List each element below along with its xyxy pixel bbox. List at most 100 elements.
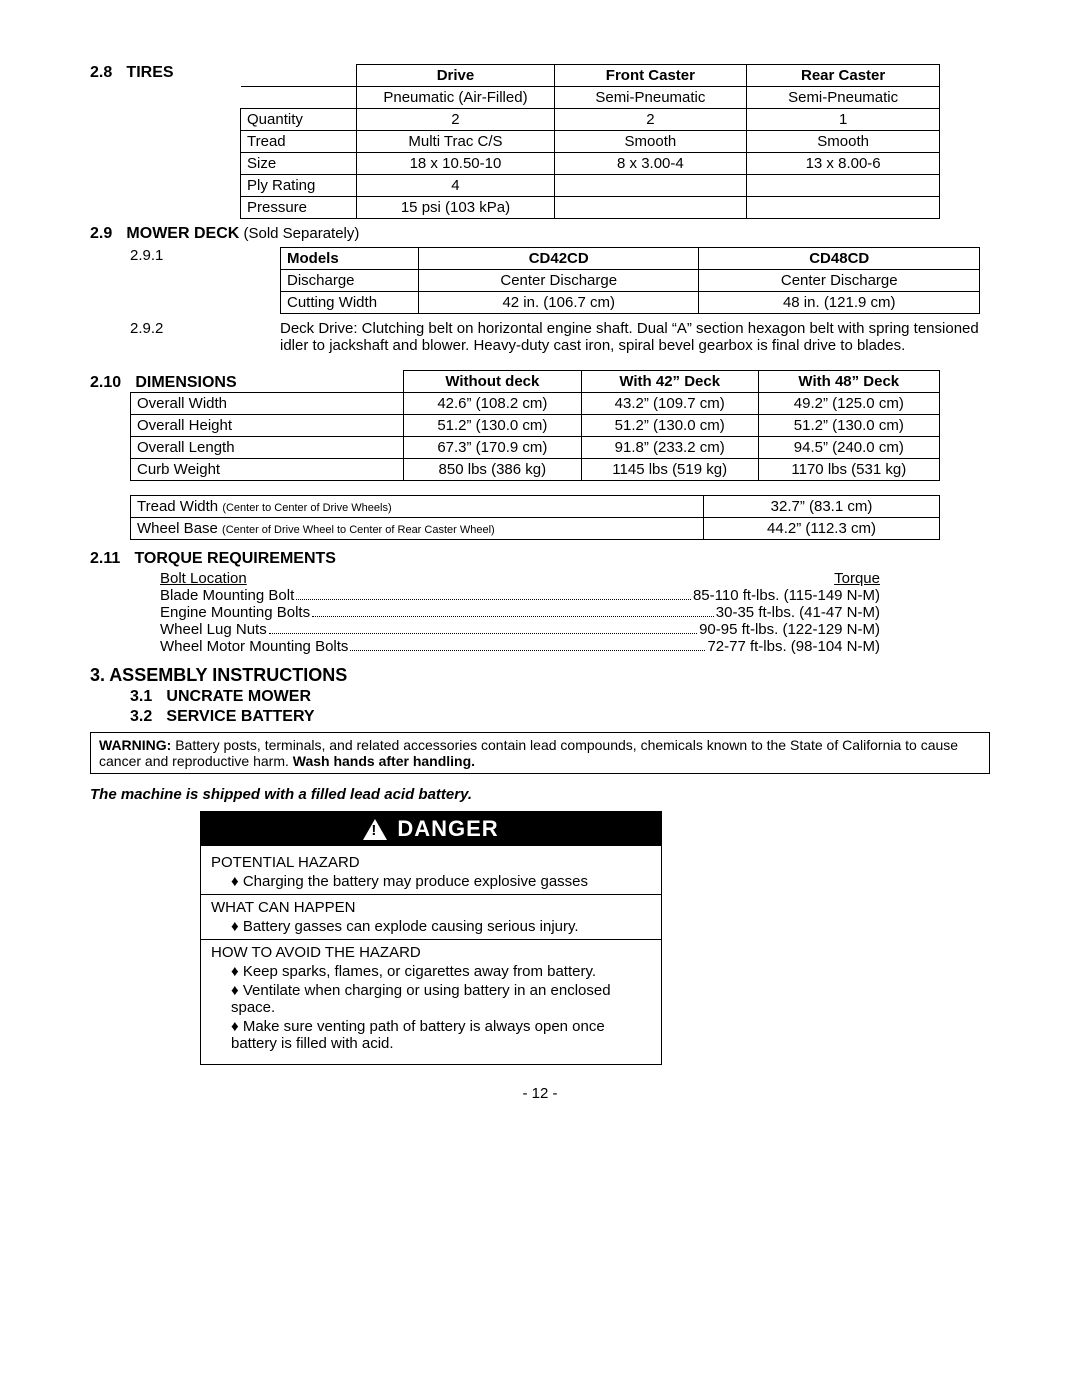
table-cell: 51.2” (130.0 cm) bbox=[581, 415, 758, 437]
danger-heading: WHAT CAN HAPPEN bbox=[211, 899, 651, 916]
table-cell: 1170 lbs (531 kg) bbox=[758, 459, 939, 481]
torque-value: 90-95 ft-lbs. (122-129 N-M) bbox=[699, 621, 880, 638]
tires-type-0 bbox=[241, 87, 357, 109]
danger-heading: HOW TO AVOID THE HAZARD bbox=[211, 944, 651, 961]
section-uncrate: 3.1 UNCRATE MOWER bbox=[130, 688, 990, 706]
torque-value: 30-35 ft-lbs. (41-47 N-M) bbox=[716, 604, 880, 621]
table-cell: 2 bbox=[554, 109, 747, 131]
table-cell: 42 in. (106.7 cm) bbox=[418, 292, 699, 314]
tires-type-2: Semi-Pneumatic bbox=[554, 87, 747, 109]
table-cell: 44.2” (112.3 cm) bbox=[704, 518, 940, 540]
danger-item: Battery gasses can explode causing serio… bbox=[231, 918, 651, 935]
torque-row: Wheel Motor Mounting Bolts72-77 ft-lbs. … bbox=[160, 638, 880, 655]
table-cell: Ply Rating bbox=[241, 175, 357, 197]
table-cell: 67.3” (170.9 cm) bbox=[403, 437, 581, 459]
danger-item: Keep sparks, flames, or cigarettes away … bbox=[231, 963, 651, 980]
dim-h3: With 48” Deck bbox=[758, 371, 939, 393]
mower-table: Models CD42CD CD48CD DischargeCenter Dis… bbox=[280, 247, 980, 314]
table-cell bbox=[747, 197, 940, 219]
torque-label: Engine Mounting Bolts bbox=[160, 604, 310, 621]
danger-title: DANGER bbox=[397, 816, 498, 842]
table-cell: Tread Width (Center to Center of Drive W… bbox=[131, 496, 704, 518]
danger-list: Keep sparks, flames, or cigarettes away … bbox=[231, 963, 651, 1052]
danger-separator bbox=[201, 939, 661, 940]
deck-drive-text: Deck Drive: Clutching belt on horizontal… bbox=[280, 320, 990, 354]
table-cell: 48 in. (121.9 cm) bbox=[699, 292, 980, 314]
deck-drive-row: 2.9.2 Deck Drive: Clutching belt on hori… bbox=[90, 320, 990, 354]
table-cell: Pressure bbox=[241, 197, 357, 219]
sec-num-service: 3.2 bbox=[130, 708, 152, 726]
warning-triangle-icon: ! bbox=[363, 819, 387, 840]
sec-num-mower: 2.9 bbox=[90, 225, 112, 243]
table-cell: Wheel Base (Center of Drive Wheel to Cen… bbox=[131, 518, 704, 540]
table-cell: 43.2” (109.7 cm) bbox=[581, 393, 758, 415]
ship-note: The machine is shipped with a filled lea… bbox=[90, 786, 990, 803]
torque-row: Blade Mounting Bolt 85-110 ft-lbs. (115-1… bbox=[160, 587, 880, 604]
sec-title-mower: MOWER DECK bbox=[126, 225, 239, 242]
mower-h2: CD48CD bbox=[699, 248, 980, 270]
sec-num-assembly: 3. bbox=[90, 665, 105, 685]
table-cell: 1145 lbs (519 kg) bbox=[581, 459, 758, 481]
section-mower-deck: 2.9 MOWER DECK (Sold Separately) bbox=[90, 225, 990, 243]
table-cell: 49.2” (125.0 cm) bbox=[758, 393, 939, 415]
sec-num-dim: 2.10 bbox=[90, 374, 121, 392]
warning-bold1: WARNING: bbox=[99, 737, 171, 753]
table-cell: Center Discharge bbox=[418, 270, 699, 292]
table-cell: Discharge bbox=[281, 270, 419, 292]
tires-type-3: Semi-Pneumatic bbox=[747, 87, 940, 109]
table-cell: Cutting Width bbox=[281, 292, 419, 314]
sec-num-tires: 2.8 bbox=[90, 64, 112, 82]
table-cell: Tread bbox=[241, 131, 357, 153]
sec-title-tires: TIRES bbox=[126, 64, 173, 81]
torque-row: Wheel Lug Nuts 90-95 ft-lbs. (122-129 N-M… bbox=[160, 621, 880, 638]
danger-separator bbox=[201, 894, 661, 895]
danger-box: ! DANGER POTENTIAL HAZARDCharging the ba… bbox=[200, 811, 662, 1065]
danger-heading: POTENTIAL HAZARD bbox=[211, 854, 651, 871]
danger-item: Ventilate when charging or using battery… bbox=[231, 982, 651, 1016]
table-cell: Center Discharge bbox=[699, 270, 980, 292]
warning-bold2: Wash hands after handling. bbox=[293, 753, 475, 769]
warning-text: Battery posts, terminals, and related ac… bbox=[99, 737, 958, 769]
sec-title-assembly: ASSEMBLY INSTRUCTIONS bbox=[109, 665, 347, 685]
table-cell: Multi Trac C/S bbox=[357, 131, 554, 153]
table-cell bbox=[554, 197, 747, 219]
table-cell: 2 bbox=[357, 109, 554, 131]
tires-h0 bbox=[241, 65, 357, 87]
dimensions-table-2: Tread Width (Center to Center of Drive W… bbox=[130, 495, 940, 540]
table-cell: Smooth bbox=[554, 131, 747, 153]
table-cell: Smooth bbox=[747, 131, 940, 153]
table-cell bbox=[554, 175, 747, 197]
mower-h0: Models bbox=[281, 248, 419, 270]
table-cell: Curb Weight bbox=[131, 459, 404, 481]
mower-h1: CD42CD bbox=[418, 248, 699, 270]
torque-label: Wheel Motor Mounting Bolts bbox=[160, 638, 348, 655]
torque-value: 85-110 ft-lbs. (115-149 N-M) bbox=[693, 587, 880, 604]
mower-sub1-num: 2.9.1 bbox=[90, 247, 280, 264]
sec-num-uncrate: 3.1 bbox=[130, 688, 152, 706]
sec-num-torque: 2.11 bbox=[90, 550, 120, 568]
torque-label: Blade Mounting Bolt bbox=[160, 587, 294, 604]
table-cell: 32.7” (83.1 cm) bbox=[704, 496, 940, 518]
dim-h1: Without deck bbox=[403, 371, 581, 393]
table-cell: 8 x 3.00-4 bbox=[554, 153, 747, 175]
table-cell: 42.6” (108.2 cm) bbox=[403, 393, 581, 415]
dim-h2: With 42” Deck bbox=[581, 371, 758, 393]
section-assembly: 3. ASSEMBLY INSTRUCTIONS bbox=[90, 665, 990, 686]
page-number: - 12 - bbox=[90, 1085, 990, 1102]
table-cell: 1 bbox=[747, 109, 940, 131]
danger-header: ! DANGER bbox=[201, 812, 661, 846]
mower-models-row: 2.9.1 Models CD42CD CD48CD DischargeCent… bbox=[90, 247, 990, 314]
tires-table: Drive Front Caster Rear Caster Pneumatic… bbox=[240, 64, 940, 219]
danger-item: Make sure venting path of battery is alw… bbox=[231, 1018, 651, 1052]
table-cell: 850 lbs (386 kg) bbox=[403, 459, 581, 481]
torque-label: Wheel Lug Nuts bbox=[160, 621, 267, 638]
tires-h1: Drive bbox=[357, 65, 554, 87]
mower-sub2-num: 2.9.2 bbox=[90, 320, 280, 337]
sec-title-dim: DIMENSIONS bbox=[135, 374, 236, 391]
table-cell bbox=[747, 175, 940, 197]
table-cell: 15 psi (103 kPa) bbox=[357, 197, 554, 219]
warning-box: WARNING: Battery posts, terminals, and r… bbox=[90, 732, 990, 774]
sec-title-torque: TORQUE REQUIREMENTS bbox=[134, 550, 336, 567]
table-cell: Overall Width bbox=[131, 393, 404, 415]
table-cell: Quantity bbox=[241, 109, 357, 131]
